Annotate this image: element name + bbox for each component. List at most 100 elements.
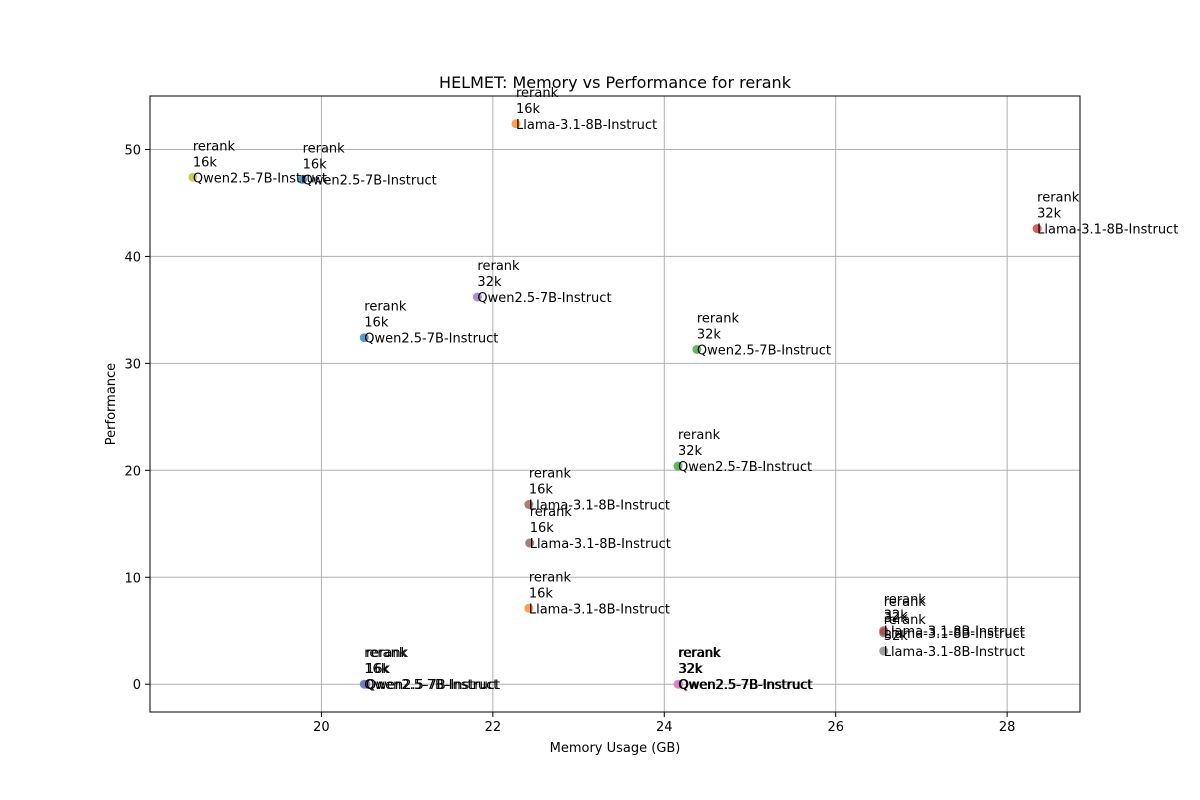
point-label: rerank 32k Qwen2.5-7B-Instruct — [697, 311, 831, 358]
point-label-line: 32k — [477, 275, 502, 290]
point-label-line: Llama-3.1-8B-Instruct — [529, 499, 670, 514]
data-point — [524, 500, 534, 510]
point-label-line: rerank — [884, 593, 927, 608]
point-label-line: rerank — [530, 505, 573, 520]
data-point — [879, 646, 889, 656]
point-label: rerank 32k Llama-3.1-8B-Instruct — [884, 613, 1025, 660]
point-label-line: 32k — [884, 629, 909, 644]
x-tick-label: 24 — [656, 720, 673, 735]
point-label-line: Qwen2.5-7B-Instruct — [364, 678, 498, 693]
y-tick-label: 50 — [124, 143, 141, 158]
data-point — [524, 603, 534, 613]
data-point — [511, 119, 521, 129]
point-label-line: 16k — [364, 316, 389, 331]
point-label-line: 16k — [529, 586, 554, 601]
point-label-line: rerank — [477, 259, 520, 274]
data-point — [472, 292, 482, 302]
point-label-line: 16k — [303, 157, 328, 172]
point-label: rerank 16k Llama-3.1-8B-Instruct — [516, 86, 657, 133]
point-label-line: Llama-3.1-8B-Instruct — [884, 625, 1025, 640]
y-tick-label: 0 — [133, 678, 141, 693]
x-tick-label: 28 — [999, 720, 1016, 735]
point-label-line: Qwen2.5-7B-Instruct — [303, 173, 437, 188]
point-label: rerank 16k Qwen2.5-7B-Instruct — [193, 139, 327, 186]
point-label-line: rerank — [193, 139, 236, 154]
point-label: rerank 16k Llama-3.1-8B-Instruct — [529, 467, 670, 514]
x-axis-title: Memory Usage (GB) — [550, 741, 681, 756]
point-label-line: rerank — [884, 613, 927, 628]
point-label: rerank 16k Qwen2.5-7B-Instruct — [364, 646, 498, 693]
point-label-line: rerank — [1037, 191, 1080, 206]
point-label-line: rerank — [679, 646, 722, 661]
point-label-line: 32k — [884, 611, 909, 626]
point-label-line: 16k — [529, 483, 554, 498]
y-tick-label: 40 — [124, 250, 141, 265]
point-label-line: 32k — [1037, 207, 1062, 222]
point-label: rerank 32k Qwen2.5-7B-Instruct — [477, 259, 611, 306]
y-tick-label: 30 — [124, 357, 141, 372]
data-point — [361, 679, 371, 689]
data-point — [188, 172, 198, 182]
point-label-line: Qwen2.5-7B-Instruct — [477, 291, 611, 306]
point-label: rerank 32k Llama-3.1-8B-Instruct — [1037, 191, 1178, 238]
point-label: rerank 16k Qwen2.5-7B-Instruct — [364, 300, 498, 347]
point-label-line: Qwen2.5-7B-Instruct — [193, 171, 327, 186]
point-label-line: 16k — [193, 155, 218, 170]
point-label-line: Qwen2.5-7B-Instruct — [678, 460, 812, 475]
point-label: rerank 16k Llama-3.1-8B-Instruct — [530, 505, 671, 552]
y-axis-title: Performance — [104, 363, 119, 445]
point-label-line: 32k — [884, 609, 909, 624]
point-label: rerank 16k Qwen2.5-7B-Instruct — [303, 141, 437, 188]
point-label-line: rerank — [678, 428, 721, 443]
data-points — [188, 119, 1042, 689]
data-point — [692, 344, 702, 354]
data-point — [298, 174, 308, 184]
data-point — [879, 628, 889, 638]
point-label-line: 16k — [516, 102, 541, 117]
point-label: rerank 32k Llama-3.1-8B-Instruct — [884, 595, 1025, 642]
point-label-line: Qwen2.5-7B-Instruct — [364, 332, 498, 347]
point-label-line: 16k — [364, 662, 389, 677]
x-tick-label: 26 — [827, 720, 844, 735]
point-label-line: 32k — [697, 327, 722, 342]
point-label-line: Llama-3.1-8B-Instruct — [884, 627, 1025, 642]
point-label: rerank 16k Llama-3.1-8B-Instruct — [529, 570, 670, 617]
data-point — [673, 461, 683, 471]
point-label-line: 16k — [366, 662, 391, 677]
grid — [150, 96, 1080, 712]
point-label-line: 32k — [678, 444, 703, 459]
point-label-line: rerank — [529, 570, 572, 585]
point-label: rerank 32k Qwen2.5-7B-Instruct — [678, 646, 812, 693]
chart-title: HELMET: Memory vs Performance for rerank — [439, 73, 792, 92]
data-point — [359, 333, 369, 343]
point-label-line: rerank — [697, 311, 740, 326]
point-label: rerank 32k Qwen2.5-7B-Instruct — [679, 646, 813, 693]
data-point — [1032, 224, 1042, 234]
point-label-line: rerank — [678, 646, 721, 661]
axis-ticks: 20 22 24 26 28 0 10 20 30 40 50 — [124, 143, 1015, 735]
point-label-line: Qwen2.5-7B-Instruct — [679, 678, 813, 693]
y-tick-label: 20 — [124, 464, 141, 479]
point-label-line: rerank — [364, 646, 407, 661]
point-label-line: rerank — [303, 141, 346, 156]
point-label: rerank 16k Qwen2.5-7B-Instruct — [366, 646, 500, 693]
point-label: rerank 32k Qwen2.5-7B-Instruct — [678, 428, 812, 475]
data-point — [674, 679, 684, 689]
y-tick-label: 10 — [124, 571, 141, 586]
point-label-line: rerank — [529, 467, 572, 482]
point-label-line: rerank — [884, 595, 927, 610]
point-label-line: 32k — [679, 662, 704, 677]
point-label-line: Llama-3.1-8B-Instruct — [529, 602, 670, 617]
point-label: rerank 32k Llama-3.1-8B-Instruct — [884, 593, 1025, 640]
point-label-line: 32k — [678, 662, 703, 677]
plot-frame — [149, 95, 1081, 713]
point-label-line: rerank — [516, 86, 559, 101]
point-label-line: Llama-3.1-8B-Instruct — [1037, 223, 1178, 238]
point-label-line: Llama-3.1-8B-Instruct — [516, 118, 657, 133]
point-label-line: Qwen2.5-7B-Instruct — [366, 678, 500, 693]
point-label-line: 16k — [530, 521, 555, 536]
data-point — [525, 538, 535, 548]
x-tick-label: 22 — [485, 720, 502, 735]
